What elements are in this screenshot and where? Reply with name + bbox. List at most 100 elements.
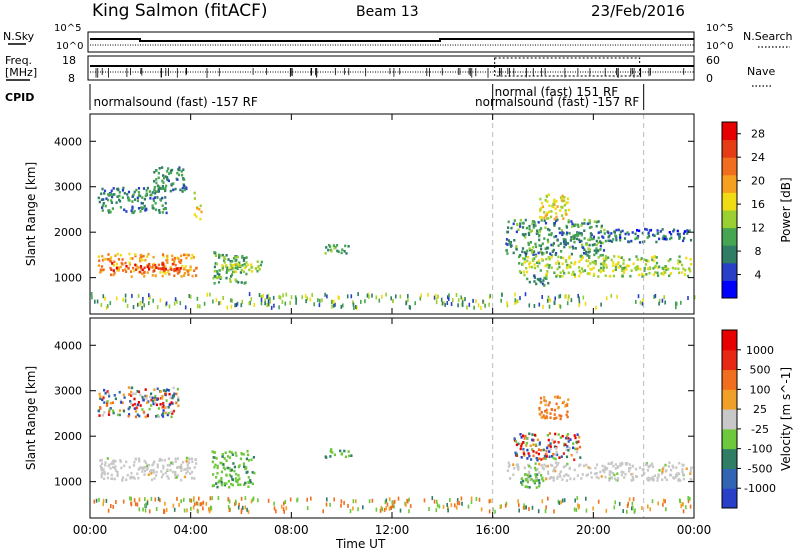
echo-cell — [211, 450, 214, 453]
echo-cell — [146, 468, 149, 471]
echo-cell — [522, 451, 525, 454]
ground-scatter-cell — [475, 497, 478, 501]
echo-cell — [613, 473, 616, 477]
echo-cell — [216, 485, 219, 489]
echo-cell — [260, 260, 263, 264]
echo-cell — [631, 476, 634, 479]
ground-scatter-cell — [240, 496, 243, 501]
ground-scatter-cell — [190, 498, 193, 503]
nsearch-tick-bottom: 10^0 — [706, 41, 733, 52]
echo-cell — [144, 466, 147, 469]
echo-cell — [132, 193, 135, 197]
echo-cell — [211, 460, 214, 464]
echo-cell — [549, 445, 552, 448]
colorbar-swatch — [722, 262, 737, 281]
echo-cell — [234, 278, 237, 281]
ground-scatter-cell — [494, 509, 496, 514]
echo-cell — [538, 457, 541, 460]
ground-scatter-cell — [477, 303, 480, 308]
echo-cell — [114, 254, 117, 257]
ground-scatter-cell — [138, 497, 141, 502]
echo-cell — [131, 211, 134, 214]
echo-cell — [658, 237, 661, 241]
echo-cell — [580, 258, 583, 261]
echo-cell — [594, 260, 597, 263]
echo-cell — [140, 201, 143, 205]
echo-cell — [588, 226, 591, 229]
echo-cell — [101, 414, 104, 417]
echo-cell — [549, 412, 552, 415]
echo-cell — [604, 255, 607, 258]
echo-cell — [153, 396, 156, 400]
ground-scatter-cell — [235, 500, 237, 505]
ground-scatter-cell — [461, 302, 464, 307]
echo-cell — [162, 409, 165, 412]
ground-scatter-cell — [178, 502, 180, 507]
echo-cell — [234, 451, 237, 455]
echo-cell — [519, 254, 522, 257]
echo-cell — [546, 263, 549, 266]
echo-cell — [521, 477, 524, 480]
echo-cell — [165, 211, 168, 215]
echo-cell — [583, 218, 586, 222]
echo-cell — [339, 449, 342, 453]
echo-cell — [616, 479, 619, 482]
echo-cell — [158, 211, 161, 214]
echo-cell — [343, 250, 346, 253]
echo-cell — [193, 269, 196, 272]
ground-scatter-cell — [578, 296, 580, 301]
echo-cell — [104, 464, 107, 467]
ground-scatter-cell — [227, 497, 230, 502]
echo-cell — [622, 262, 625, 265]
echo-cell — [554, 253, 557, 257]
echo-cell — [177, 173, 181, 177]
echo-cell — [176, 457, 180, 460]
echo-cell — [524, 235, 527, 239]
echo-cell — [327, 248, 330, 252]
echo-cell — [522, 479, 525, 483]
echo-cell — [568, 256, 571, 259]
echo-cell — [192, 256, 195, 259]
echo-cell — [538, 234, 541, 238]
echo-cell — [101, 209, 104, 212]
ground-scatter-cell — [196, 296, 199, 301]
echo-cell — [222, 463, 225, 466]
echo-cell — [564, 443, 567, 446]
echo-cell — [113, 477, 116, 481]
echo-cell — [574, 436, 577, 440]
ground-scatter-cell — [342, 303, 344, 308]
echo-cell — [513, 219, 516, 222]
echo-cell — [164, 175, 167, 178]
echo-cell — [588, 219, 591, 222]
echo-cell — [111, 477, 114, 481]
ground-scatter-cell — [368, 499, 371, 504]
echo-cell — [522, 447, 525, 451]
echo-cell — [540, 464, 543, 467]
echo-cell — [506, 230, 510, 234]
echo-cell — [151, 204, 154, 207]
echo-cell — [155, 208, 158, 212]
echo-cell — [561, 434, 564, 438]
ground-scatter-cell — [215, 298, 218, 303]
echo-cell — [557, 262, 561, 265]
ground-scatter-cell — [321, 298, 323, 303]
echo-cell — [188, 457, 191, 460]
ground-scatter-cell — [514, 298, 517, 303]
ground-scatter-cell — [193, 496, 195, 501]
echo-cell — [100, 198, 103, 201]
ground-scatter-cell — [388, 497, 391, 502]
echo-cell — [180, 478, 183, 482]
echo-cell — [193, 466, 196, 469]
echo-cell — [172, 470, 175, 474]
echo-cell — [566, 242, 570, 245]
echo-cell — [133, 460, 136, 464]
echo-cell — [100, 265, 104, 268]
echo-cell — [175, 392, 178, 396]
echo-cell — [528, 471, 531, 475]
echo-cell — [336, 249, 339, 253]
echo-cell — [159, 403, 162, 406]
ground-scatter-cell — [519, 296, 521, 301]
echo-cell — [163, 265, 166, 268]
echo-cell — [523, 454, 526, 457]
ground-scatter-cell — [693, 295, 696, 300]
